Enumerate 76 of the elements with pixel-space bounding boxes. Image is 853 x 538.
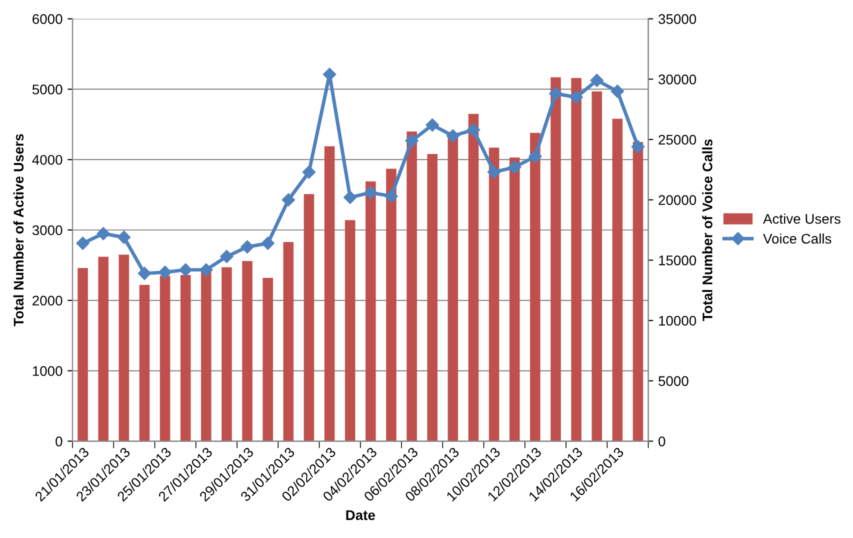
- bar: [632, 142, 644, 442]
- legend-label: Voice Calls: [763, 233, 832, 244]
- bar: [118, 254, 130, 442]
- point: [76, 236, 90, 250]
- y-tick-label: 2000: [32, 296, 62, 306]
- point: [631, 140, 645, 154]
- point: [179, 263, 192, 276]
- bar: [366, 181, 376, 442]
- y-tick-label: 6000: [32, 14, 62, 24]
- y2-tick-label: 15000: [659, 255, 696, 266]
- point: [364, 186, 378, 200]
- bar: [242, 260, 252, 442]
- point: [117, 230, 130, 244]
- point: [384, 190, 398, 203]
- point: [528, 150, 542, 163]
- y-tick-label: 0: [56, 436, 62, 446]
- y2-tick-label: 10000: [659, 316, 696, 326]
- point: [240, 240, 254, 254]
- y-axis-title: Total Number of Active Users: [13, 134, 24, 326]
- bar: [386, 168, 396, 442]
- point: [282, 193, 296, 206]
- bar: [530, 132, 540, 442]
- point: [220, 250, 234, 264]
- y-tick-label: 4000: [32, 154, 62, 165]
- bar: [283, 242, 294, 442]
- bar: [592, 91, 602, 442]
- point: [200, 263, 213, 276]
- y2-tick-label: 30000: [658, 74, 696, 84]
- bar: [612, 118, 623, 442]
- point: [138, 266, 152, 280]
- bar: [201, 270, 212, 442]
- y-tick-label: 5000: [32, 84, 62, 94]
- bar: [550, 77, 561, 442]
- bar: [160, 276, 170, 442]
- bar: [98, 256, 108, 442]
- y2-axis-title: Total Number of Voice Calls: [702, 139, 712, 322]
- point: [96, 227, 110, 240]
- y-tick-label: 3000: [32, 225, 62, 236]
- y-tick-label: 1000: [32, 366, 62, 376]
- point: [570, 90, 583, 104]
- y2-tick-label: 35000: [658, 14, 696, 24]
- point: [302, 165, 316, 179]
- bar: [222, 267, 232, 442]
- point: [446, 129, 460, 142]
- bar: [139, 284, 150, 442]
- bar: [78, 268, 88, 442]
- bar: [406, 131, 417, 442]
- bar: [304, 194, 314, 442]
- bar: [180, 275, 191, 442]
- bar: [448, 136, 458, 442]
- legend-label: Active Users: [763, 214, 840, 224]
- x-axis-title: Date: [346, 510, 375, 520]
- bar: [468, 114, 479, 442]
- bar: [488, 148, 500, 442]
- bar: [324, 146, 335, 442]
- point: [549, 87, 562, 100]
- point: [405, 134, 418, 148]
- bar: [344, 220, 356, 442]
- bar: [509, 157, 520, 442]
- point: [610, 84, 624, 98]
- bar: [427, 154, 438, 442]
- y2-tick-label: 0: [658, 436, 666, 446]
- point: [466, 123, 480, 136]
- y2-tick-label: 25000: [658, 134, 696, 145]
- bar: [571, 78, 582, 442]
- y2-tick-label: 5000: [658, 376, 688, 386]
- point: [344, 190, 357, 204]
- point: [158, 266, 172, 279]
- point: [261, 236, 274, 250]
- bar: [262, 278, 273, 442]
- point: [508, 160, 522, 174]
- point: [322, 68, 336, 81]
- point: [487, 165, 501, 179]
- point: [590, 74, 604, 87]
- y2-tick-label: 20000: [658, 195, 696, 205]
- point: [426, 118, 439, 132]
